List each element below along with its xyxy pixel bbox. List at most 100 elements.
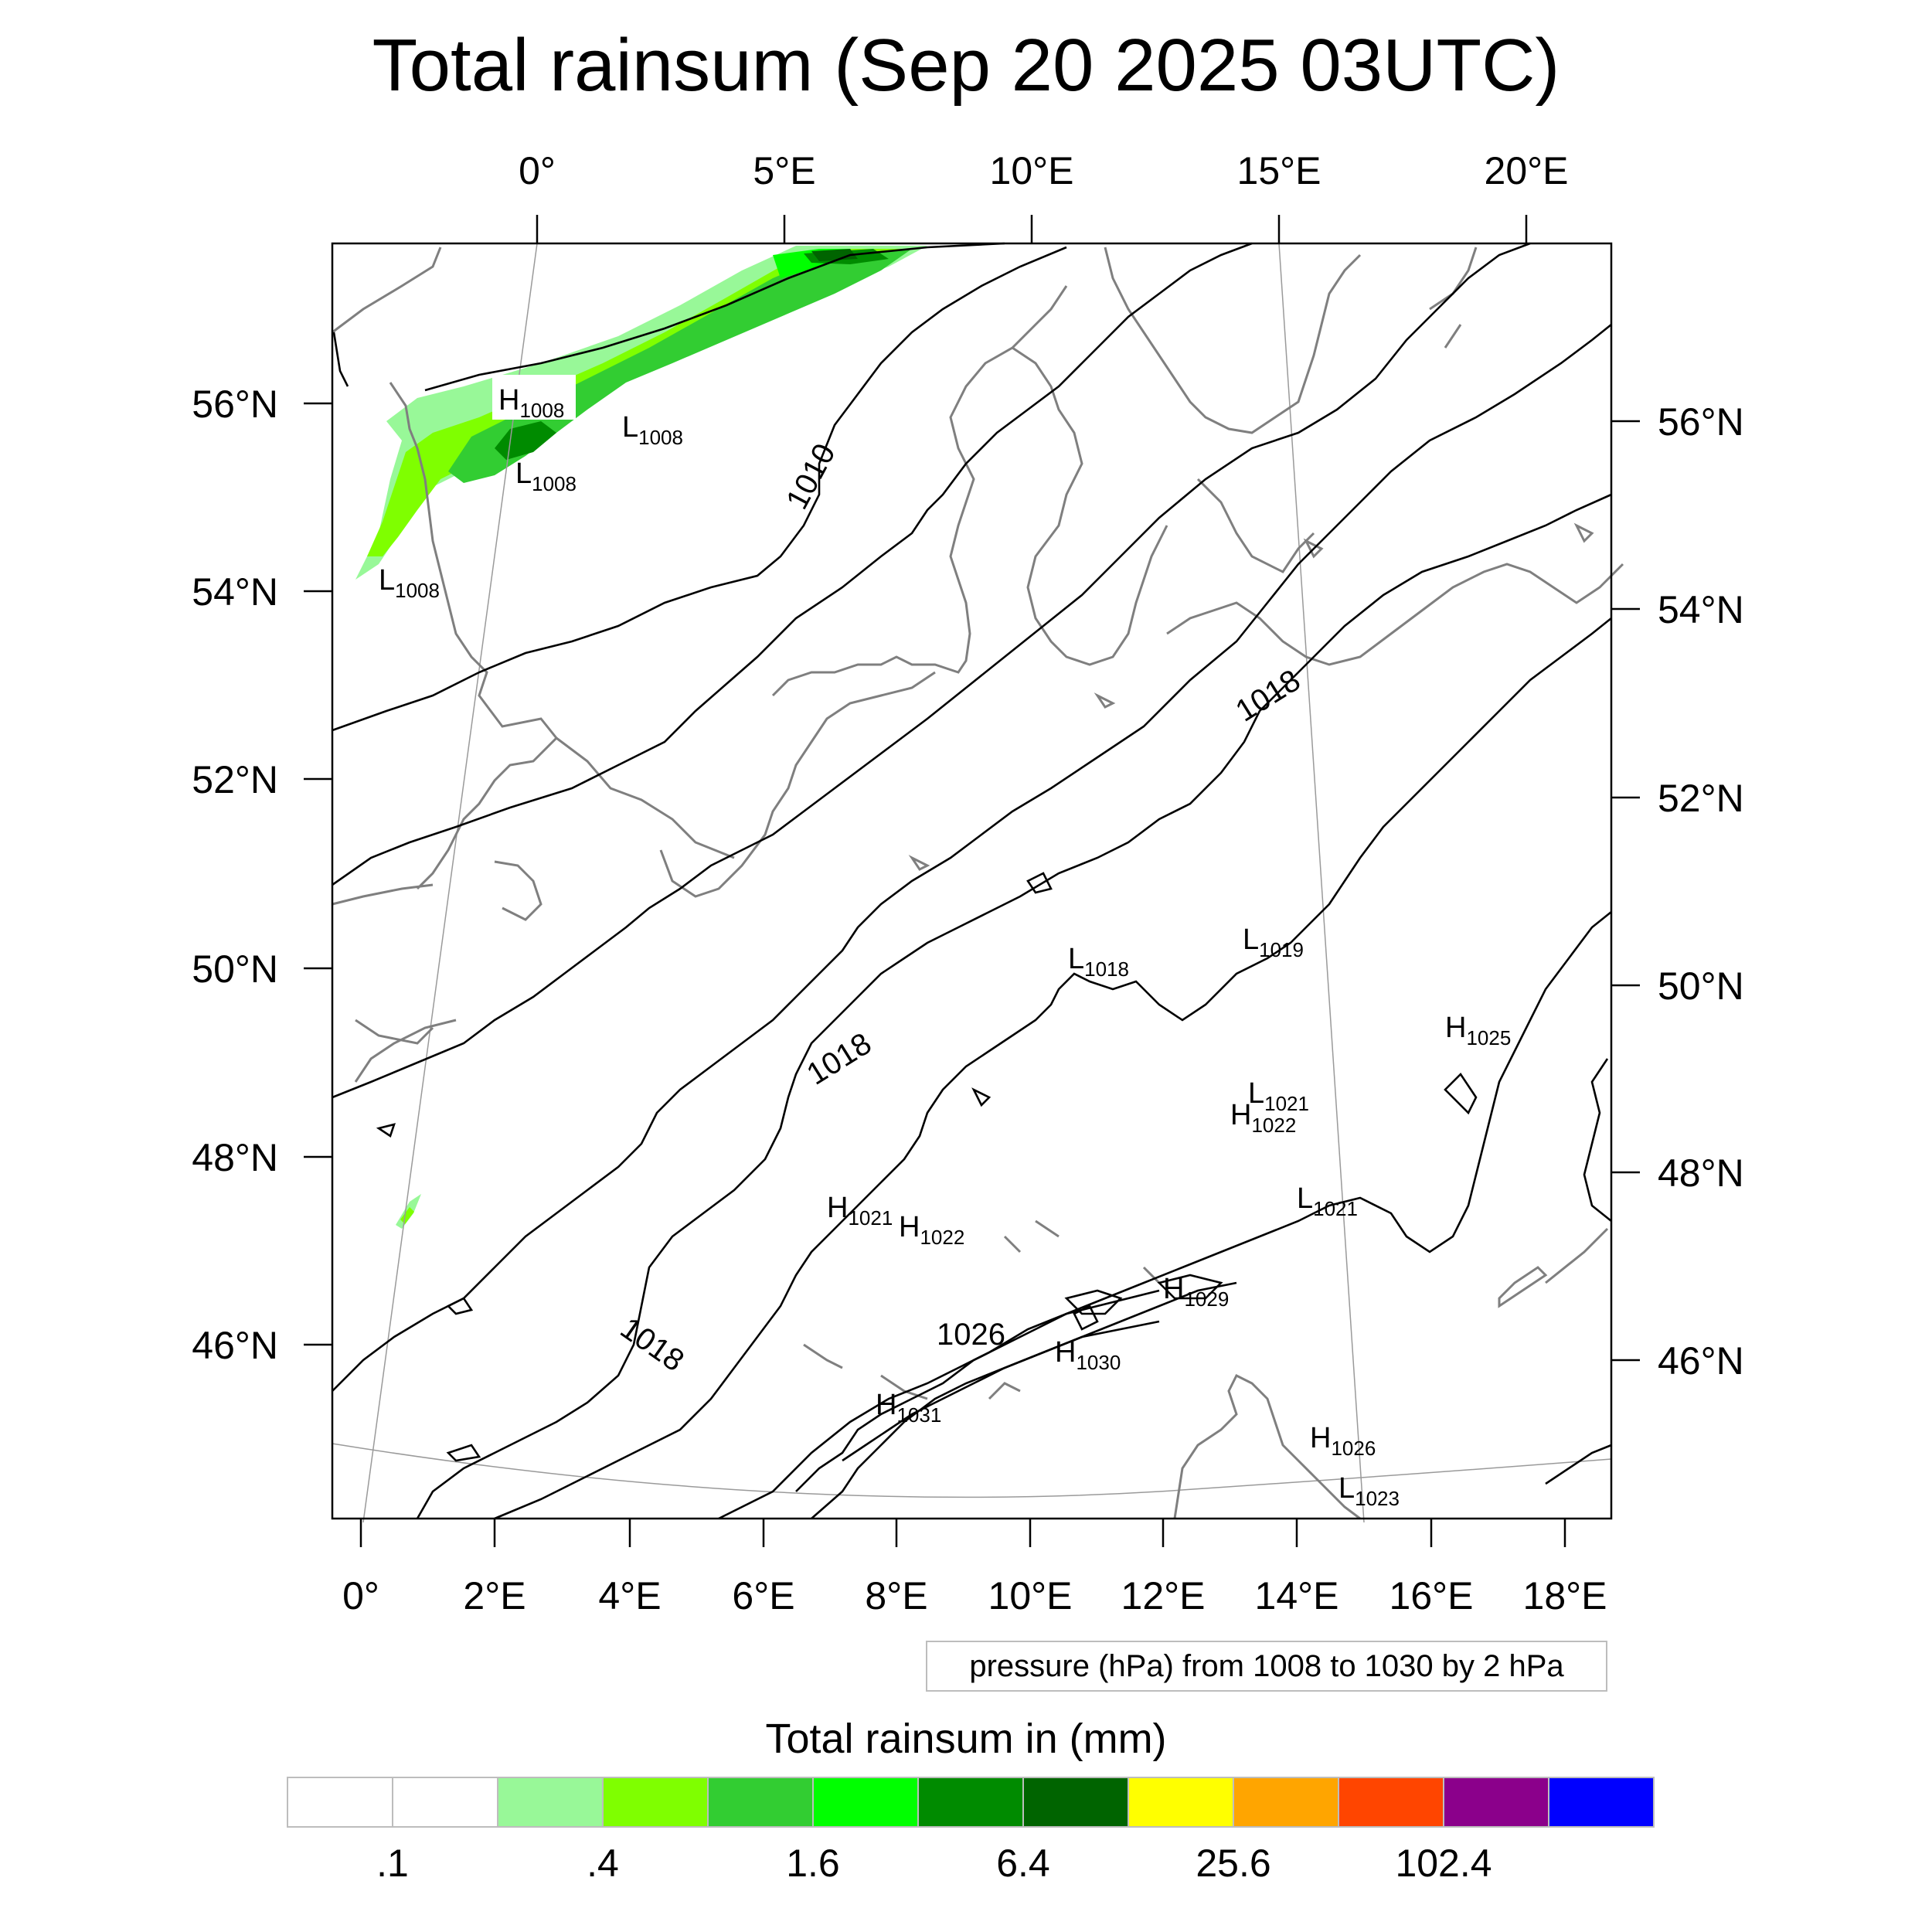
pressure-center: H1008 bbox=[498, 384, 564, 422]
right-label-52n: 52°N bbox=[1658, 777, 1744, 820]
colorbar-box bbox=[1443, 1777, 1549, 1828]
bottom-label-6e: 6°E bbox=[732, 1574, 794, 1617]
pressure-center: L1019 bbox=[1243, 923, 1304, 961]
pressure-center: L1008 bbox=[515, 457, 577, 495]
contour-info-text: pressure (hPa) from 1008 to 1030 by 2 hP… bbox=[969, 1649, 1564, 1683]
right-label-48n: 48°N bbox=[1658, 1151, 1744, 1195]
map-title: Total rainsum (Sep 20 2025 03UTC) bbox=[372, 24, 1560, 107]
pressure-center: H1022 bbox=[1230, 1099, 1296, 1137]
pressure-center: L1021 bbox=[1297, 1182, 1358, 1220]
contour-info-box: pressure (hPa) from 1008 to 1030 by 2 hP… bbox=[926, 1641, 1607, 1692]
bottom-label-0: 0° bbox=[342, 1574, 379, 1617]
isobar-north-1 bbox=[424, 242, 1005, 392]
coast-hungary-lake bbox=[1498, 1266, 1548, 1308]
colorbar-box bbox=[1338, 1777, 1444, 1828]
isobar-1022 bbox=[811, 1281, 1237, 1519]
pressure-center: H1031 bbox=[876, 1389, 941, 1427]
isobar-1020 bbox=[718, 910, 1612, 1520]
colorbar-box bbox=[917, 1777, 1024, 1828]
isobar-1014 bbox=[332, 242, 1531, 1099]
isobars bbox=[332, 242, 1612, 1520]
colorbar-tick-label: 6.4 bbox=[996, 1842, 1050, 1885]
coast-benelux-germany bbox=[771, 285, 1068, 697]
coast-denmark bbox=[1012, 346, 1168, 666]
bottom-label-8e: 8°E bbox=[865, 1574, 927, 1617]
isobar-small-closed bbox=[376, 872, 1053, 1462]
colorbar-box bbox=[1128, 1777, 1234, 1828]
pressure-center: H1022 bbox=[899, 1211, 964, 1249]
colorbar-tick-label: .1 bbox=[376, 1842, 409, 1885]
h1008-label-background bbox=[492, 375, 576, 420]
pressure-center: H1030 bbox=[1055, 1336, 1121, 1374]
parallel-45n bbox=[332, 1443, 1612, 1498]
isobar-1024-1030 bbox=[795, 1274, 1223, 1492]
meridian-15e bbox=[1278, 243, 1365, 1523]
bottom-label-4e: 4°E bbox=[598, 1574, 661, 1617]
right-label-56n: 56°N bbox=[1658, 400, 1744, 444]
pressure-centers: H1008 L1008 L1008 L1008 L1018 L1019 H102… bbox=[379, 375, 1511, 1510]
coast-scandinavia bbox=[1104, 247, 1478, 573]
right-label-50n: 50°N bbox=[1658, 964, 1744, 1008]
left-label-54n: 54°N bbox=[192, 570, 278, 614]
contour-label: 1026 bbox=[937, 1318, 1005, 1352]
colorbar-tick-label: 102.4 bbox=[1395, 1842, 1492, 1885]
top-label-10e: 10°E bbox=[990, 149, 1074, 192]
coast-baltic-south bbox=[1166, 563, 1624, 666]
contour-label: 1018 bbox=[614, 1311, 690, 1378]
pressure-center: H1026 bbox=[1310, 1422, 1376, 1460]
bottom-label-14e: 14°E bbox=[1255, 1574, 1339, 1617]
colorbar-tick-labels: .1 .4 1.6 6.4 25.6 102.4 bbox=[376, 1842, 1492, 1885]
isobar-1012 bbox=[332, 242, 1253, 886]
isobar-1018-west bbox=[416, 493, 1612, 1519]
top-label-20e: 20°E bbox=[1485, 149, 1569, 192]
right-label-54n: 54°N bbox=[1658, 588, 1744, 631]
colorbar-box bbox=[707, 1777, 814, 1828]
meridian-0 bbox=[362, 243, 538, 1523]
right-label-46n: 46°N bbox=[1658, 1339, 1744, 1383]
colorbar-box bbox=[392, 1777, 498, 1828]
coast-britain bbox=[332, 247, 559, 1045]
bottom-label-2e: 2°E bbox=[463, 1574, 526, 1617]
isobar-1016 bbox=[332, 323, 1612, 1392]
pressure-center: L1018 bbox=[1068, 943, 1129, 981]
left-label-56n: 56°N bbox=[192, 383, 278, 426]
pressure-center: L1021 bbox=[1248, 1077, 1309, 1115]
colorbar-box bbox=[1548, 1777, 1655, 1828]
colorbar-box bbox=[602, 1777, 709, 1828]
coast-east-edge bbox=[1545, 1227, 1609, 1284]
rain-band-dark-core bbox=[495, 249, 889, 460]
pressure-center: L1023 bbox=[1338, 1472, 1400, 1510]
map-frame bbox=[331, 242, 1613, 1520]
coast-small-islands bbox=[908, 522, 1594, 871]
left-label-46n: 46°N bbox=[192, 1324, 278, 1367]
rain-shading bbox=[355, 246, 927, 1229]
colorbar-box bbox=[497, 1777, 604, 1828]
bottom-label-18e: 18°E bbox=[1523, 1574, 1607, 1617]
contour-label: 1010 bbox=[780, 438, 842, 515]
colorbar-box bbox=[1233, 1777, 1339, 1828]
coast-continent-west bbox=[354, 671, 936, 1083]
top-label-5e: 5°E bbox=[753, 149, 815, 192]
graticule bbox=[332, 243, 1612, 1523]
coastlines bbox=[332, 247, 1624, 1520]
isobar-1018-mid bbox=[494, 617, 1612, 1520]
pressure-center: H1029 bbox=[1163, 1273, 1229, 1311]
rain-band-light bbox=[355, 246, 927, 580]
left-label-50n: 50°N bbox=[192, 947, 278, 991]
colorbar-tick-label: .4 bbox=[587, 1842, 619, 1885]
left-label-48n: 48°N bbox=[192, 1136, 278, 1179]
colorbar-tick-label: 25.6 bbox=[1196, 1842, 1270, 1885]
left-label-52n: 52°N bbox=[192, 758, 278, 801]
colorbar bbox=[287, 1777, 1655, 1828]
coast-adriatic bbox=[1173, 1373, 1361, 1520]
bottom-axis-labels: 0° 2°E 4°E 6°E 8°E 10°E 12°E 14°E 16°E 1… bbox=[342, 1574, 1607, 1617]
top-label-15e: 15°E bbox=[1237, 149, 1321, 192]
pressure-center: H1021 bbox=[827, 1192, 893, 1230]
rain-band-medium bbox=[448, 249, 912, 483]
isobar-east bbox=[1444, 1058, 1612, 1485]
isobar-north-2 bbox=[332, 332, 349, 387]
rain-band-darkest-core bbox=[811, 249, 858, 261]
contour-label: 1018 bbox=[801, 1026, 877, 1091]
colorbar-box bbox=[287, 1777, 393, 1828]
